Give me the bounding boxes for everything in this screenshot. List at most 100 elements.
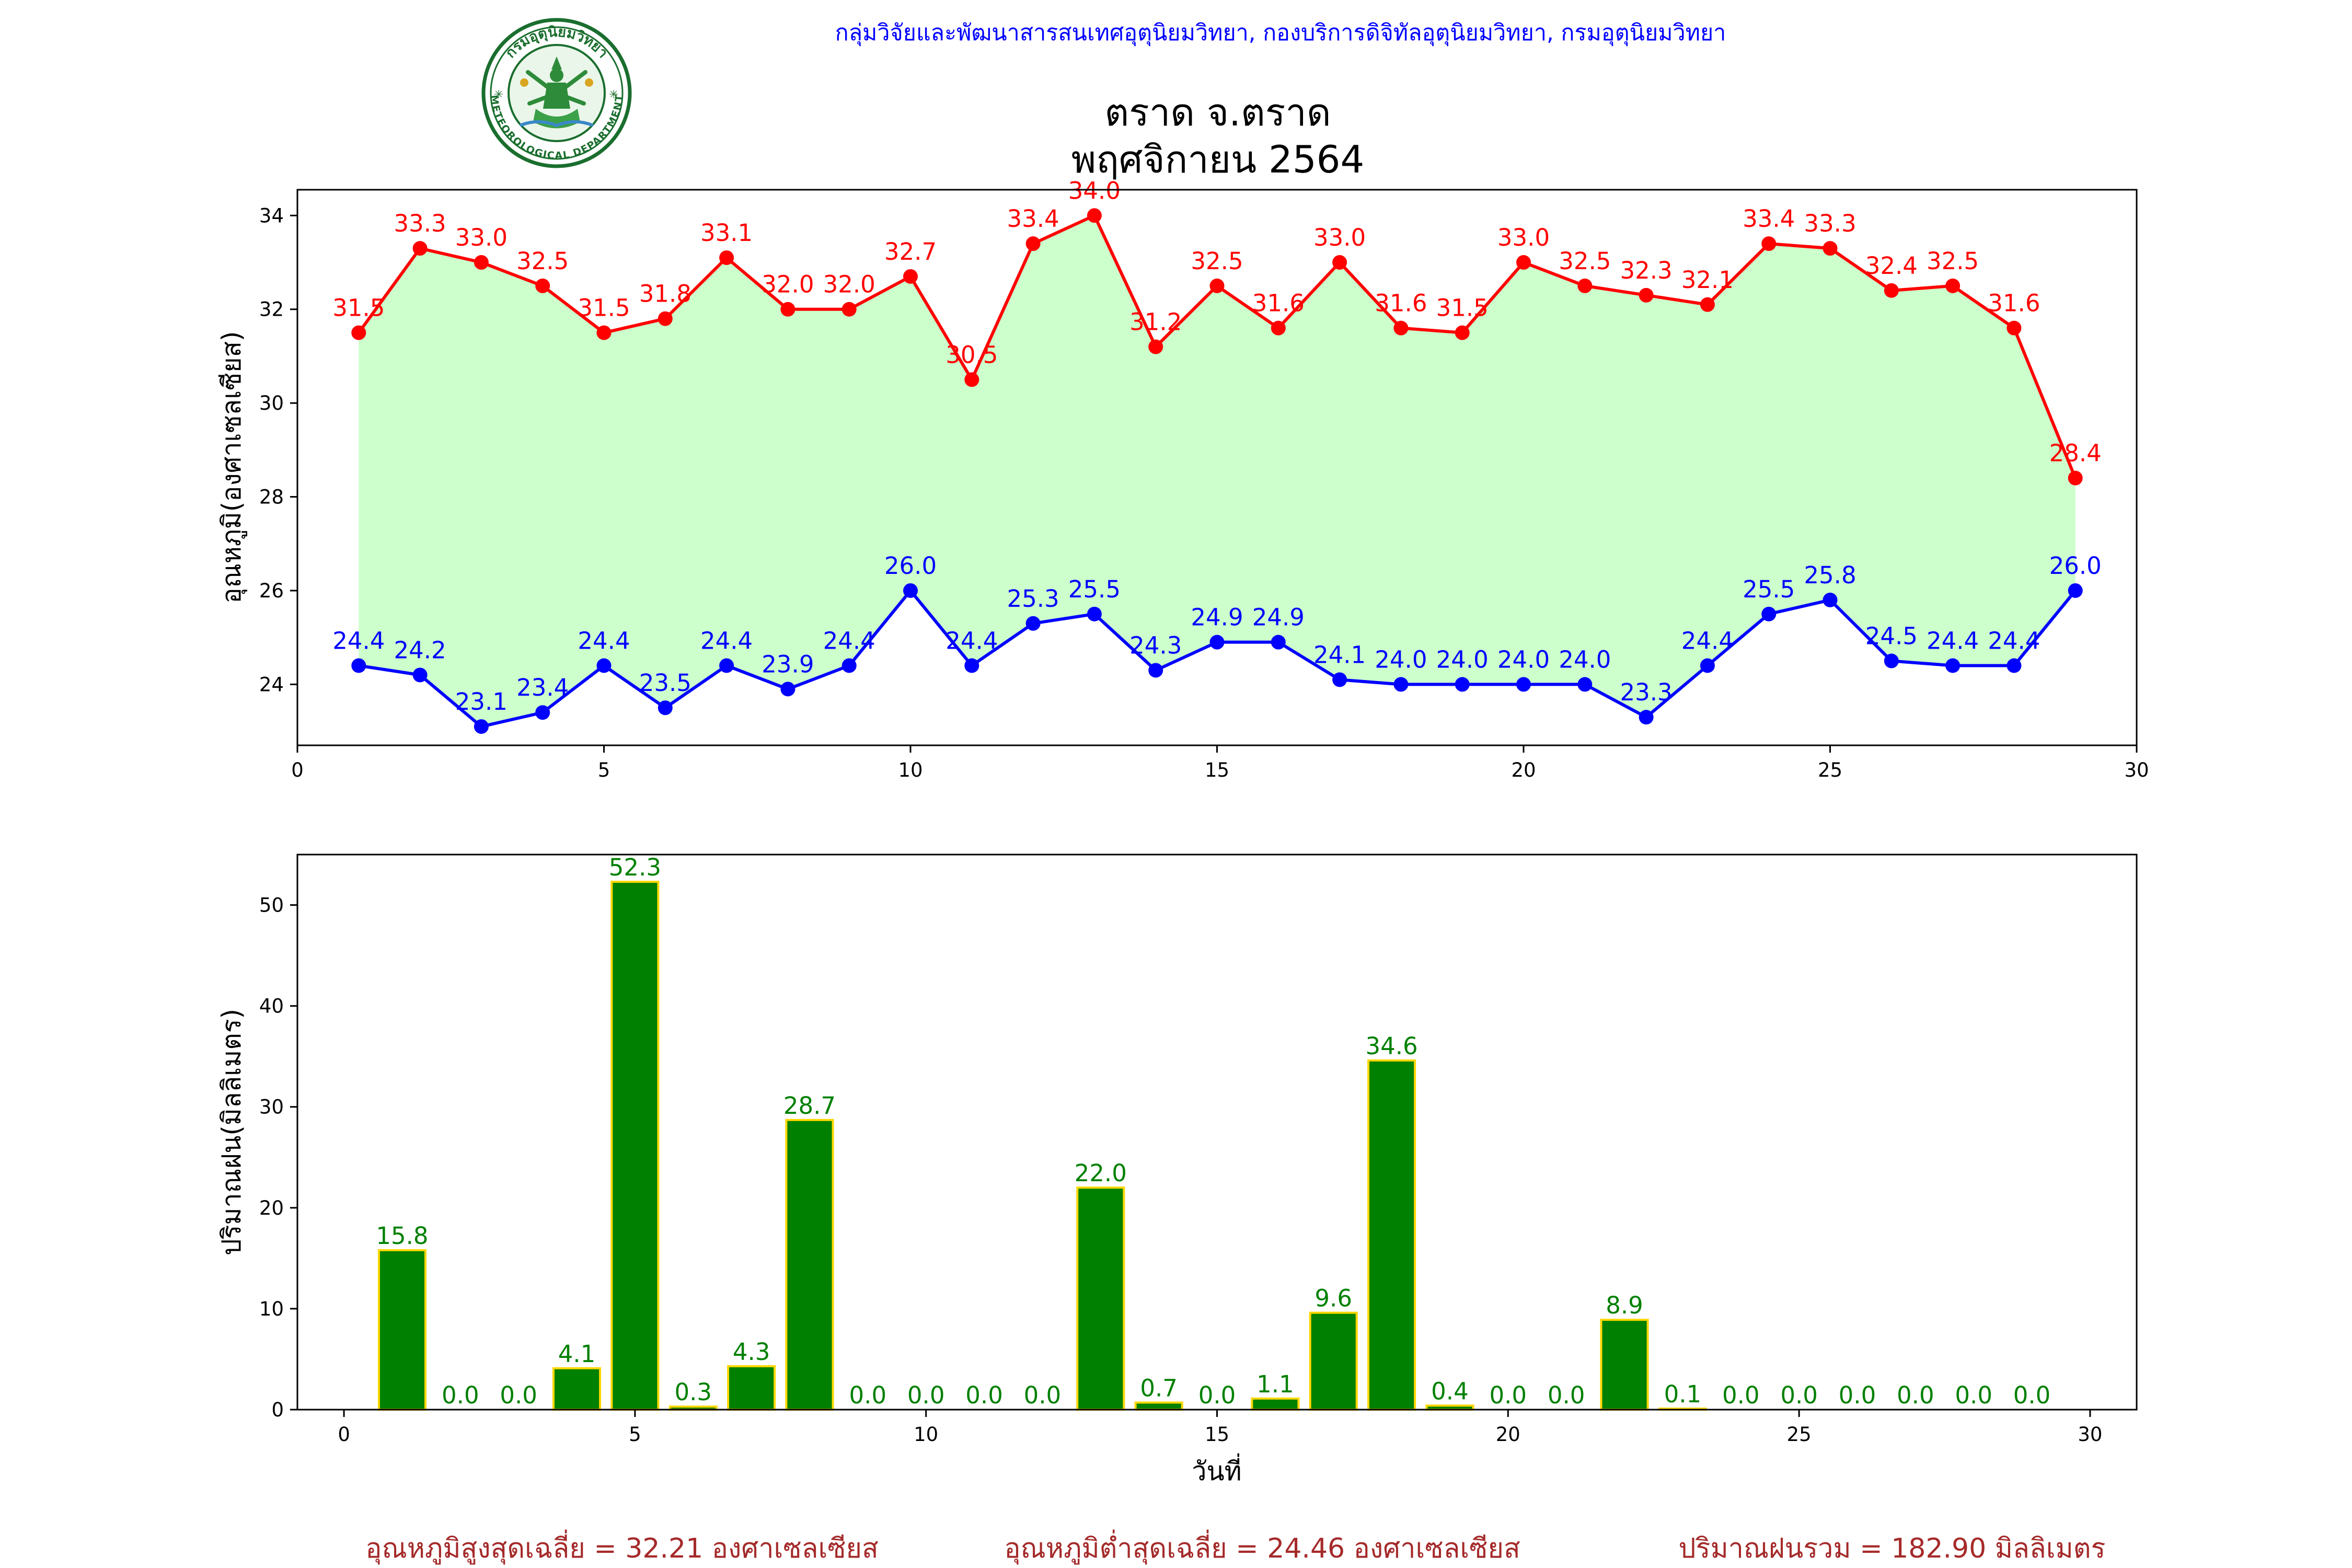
temp-min-point xyxy=(964,658,979,673)
temp-min-label: 24.4 xyxy=(700,627,753,655)
temp-max-point xyxy=(780,302,795,317)
temp-max-point xyxy=(1761,236,1777,251)
temp-max-label: 32.7 xyxy=(884,238,937,266)
temp-min-point xyxy=(596,658,612,673)
temp-min-label: 25.3 xyxy=(1007,585,1059,613)
temp-y-tick-label: 34 xyxy=(259,204,284,227)
deity-figure-icon xyxy=(519,56,594,129)
temp-max-label: 33.0 xyxy=(1313,224,1366,251)
summary-max-avg: อุณหภูมิสูงสุดเฉลี่ย = 32.21 องศาเซลเซีย… xyxy=(365,1529,879,1565)
temp-x-tick-label: 20 xyxy=(1511,759,1536,781)
temp-min-label: 24.0 xyxy=(1559,645,1611,673)
temp-x-tick-label: 30 xyxy=(2124,759,2149,781)
temp-min-point xyxy=(1700,658,1715,673)
temp-max-point xyxy=(596,325,612,340)
temp-max-point xyxy=(964,372,979,387)
rain-x-tick-label: 30 xyxy=(2078,1423,2102,1446)
temp-y-tick-label: 24 xyxy=(259,673,284,696)
temp-min-point xyxy=(412,667,428,683)
temp-max-point xyxy=(1884,283,1899,298)
rainfall-data-labels: 15.8 0.0 0.0 4.1 52.3 0.3 4.3 28.7 0.0 0.0 0.0 0.0 2… xyxy=(376,854,2050,1409)
temp-min-label: 24.0 xyxy=(1497,645,1550,673)
temp-min-label: 25.5 xyxy=(1743,575,1795,603)
temp-min-point xyxy=(1884,653,1899,668)
rain-bar-label: 52.3 xyxy=(609,854,661,881)
rain-bar-label: 9.6 xyxy=(1315,1285,1352,1312)
chart-subtitle: พฤศจิกายน 2564 xyxy=(1071,137,1365,181)
temp-max-point xyxy=(535,278,550,293)
rain-x-tick-label: 10 xyxy=(914,1423,938,1446)
temp-max-point xyxy=(1577,278,1593,293)
temp-max-label: 33.0 xyxy=(455,224,508,251)
temp-min-label: 24.2 xyxy=(394,636,446,664)
rain-bar xyxy=(1134,1401,1183,1411)
summary: อุณหภูมิสูงสุดเฉลี่ย = 32.21 องศาเซลเซีย… xyxy=(365,1529,2105,1565)
temp-min-point xyxy=(841,658,857,673)
temp-min-label: 24.0 xyxy=(1436,645,1489,673)
temp-min-label: 24.9 xyxy=(1252,604,1305,631)
rainfall-x-axis-title: วันที่ xyxy=(1192,1454,1241,1486)
rain-bar-label: 0.0 xyxy=(1198,1381,1236,1409)
temp-max-label: 33.3 xyxy=(1804,210,1856,237)
temp-min-label: 23.5 xyxy=(639,669,691,697)
temp-min-point xyxy=(719,658,734,673)
rain-bar-label: 0.0 xyxy=(442,1381,479,1409)
temp-min-label: 24.4 xyxy=(1988,627,2040,655)
temp-min-point xyxy=(1516,677,1531,692)
temp-max-label: 32.5 xyxy=(1559,247,1611,275)
temp-min-point xyxy=(351,658,366,673)
rain-bar-label: 0.7 xyxy=(1140,1374,1178,1402)
temp-max-label: 32.5 xyxy=(1191,247,1243,275)
temp-max-point xyxy=(1639,287,1654,303)
temp-max-label: 31.6 xyxy=(1988,290,2040,317)
temp-min-point xyxy=(1271,635,1286,650)
rainfall-bars xyxy=(377,881,1707,1411)
temp-max-label: 34.0 xyxy=(1068,177,1121,204)
temp-max-label: 33.1 xyxy=(700,219,753,247)
summary-rain-total: ปริมาณฝนรวม = 182.90 มิลลิเมตร xyxy=(1679,1533,2106,1564)
temp-min-label: 24.3 xyxy=(1129,631,1182,659)
rain-bar-label: 1.1 xyxy=(1256,1370,1294,1398)
rain-bar-label: 0.0 xyxy=(2013,1381,2051,1409)
temp-max-label: 32.0 xyxy=(762,271,814,298)
temp-min-label: 24.4 xyxy=(578,627,630,655)
temp-max-label: 30.5 xyxy=(946,341,998,368)
temp-min-point xyxy=(1455,677,1470,692)
rain-bar-label: 22.0 xyxy=(1075,1159,1127,1187)
rainfall-chart: 15.8 0.0 0.0 4.1 52.3 0.3 4.3 28.7 0.0 0.0 0.0 0.0 2… xyxy=(216,854,2138,1486)
rain-bar-label: 4.3 xyxy=(733,1338,770,1366)
temp-min-label: 23.4 xyxy=(516,674,569,701)
summary-min-avg: อุณหภูมิต่ำสุดเฉลี่ย = 24.46 องศาเซลเซีย… xyxy=(1004,1529,1520,1565)
temp-x-tick-label: 10 xyxy=(898,759,923,781)
header: กลุ่มวิจัยและพัฒนาสารสนเทศอุตุนิยมวิทยา,… xyxy=(835,20,1726,47)
temp-max-point xyxy=(2007,320,2022,336)
temp-max-point xyxy=(1393,320,1409,336)
temp-min-label: 24.0 xyxy=(1375,645,1427,673)
temp-min-point xyxy=(1332,672,1347,687)
rain-x-tick-label: 15 xyxy=(1205,1423,1229,1446)
temp-max-point xyxy=(1700,297,1715,312)
temp-max-point xyxy=(719,250,734,266)
department-logo: กรมอุตุนิยมวิทยา METEOROLOGICAL DEPARTME… xyxy=(481,18,632,168)
rain-bar-label: 8.9 xyxy=(1606,1292,1643,1319)
temp-min-point xyxy=(1639,710,1654,725)
rain-bar xyxy=(552,1367,602,1411)
rain-bar xyxy=(727,1365,776,1411)
rain-bar xyxy=(1600,1319,1649,1411)
rainfall-axes: 0 5 10 15 20 25 30 0 10 20 30 40 50 xyxy=(259,894,2103,1446)
temp-max-label: 31.5 xyxy=(578,294,630,322)
temp-min-point xyxy=(780,682,795,697)
rain-y-tick-label: 20 xyxy=(259,1197,284,1219)
temp-max-label: 32.5 xyxy=(516,247,569,275)
rain-bar-label: 4.1 xyxy=(558,1340,596,1368)
temp-x-tick-label: 0 xyxy=(291,759,304,781)
temp-max-label: 33.4 xyxy=(1743,205,1795,233)
rain-bar-label: 0.3 xyxy=(674,1378,712,1406)
temp-min-label: 23.9 xyxy=(762,650,814,678)
temp-max-label: 33.3 xyxy=(394,210,446,237)
rain-y-tick-label: 10 xyxy=(259,1298,284,1320)
temperature-chart: 31.5 33.3 33.0 32.5 31.5 31.8 33.1 32.0 32.0 32.7… xyxy=(216,177,2149,781)
temp-min-label: 26.0 xyxy=(884,552,937,580)
temp-max-label: 31.6 xyxy=(1375,290,1427,317)
